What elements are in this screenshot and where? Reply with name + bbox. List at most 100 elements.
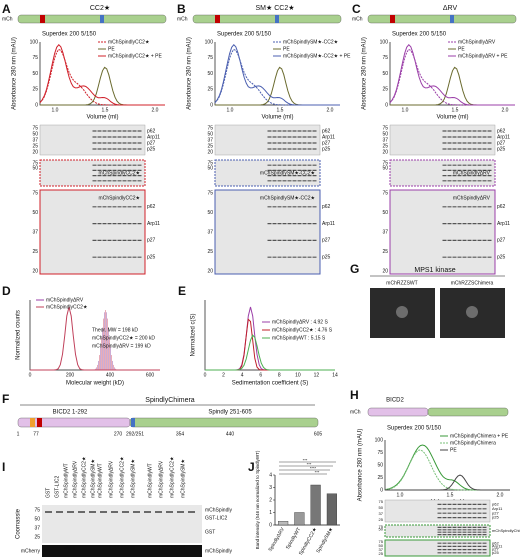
hist-bar bbox=[105, 310, 106, 370]
label: mChSpindlyΔRV = 199 kD bbox=[92, 343, 151, 349]
label: 75 bbox=[379, 524, 384, 529]
label: 354 bbox=[176, 431, 185, 437]
bar bbox=[278, 521, 289, 526]
label: Arp11 bbox=[492, 543, 503, 548]
label: 75 bbox=[379, 539, 384, 544]
label: 292/251 bbox=[126, 431, 144, 437]
hist-bar bbox=[97, 364, 98, 370]
label: Superdex 200 5/150 bbox=[392, 32, 447, 38]
band-label: p62 bbox=[497, 204, 506, 210]
label: Sedimentation coefficient (S) bbox=[232, 381, 309, 387]
label: 10 bbox=[295, 372, 301, 378]
label: Superdex 200 5/150 bbox=[217, 32, 272, 38]
label: 25 bbox=[379, 517, 384, 522]
mw-marker: 50 bbox=[382, 210, 388, 216]
y-tick-label: 100 bbox=[205, 39, 214, 45]
hist-bar bbox=[113, 364, 114, 370]
bar bbox=[310, 484, 321, 526]
label: *** bbox=[315, 470, 320, 475]
hist-bar bbox=[104, 312, 105, 370]
trace bbox=[384, 449, 510, 491]
gel bbox=[42, 505, 202, 543]
y-tick-label: 100 bbox=[30, 39, 39, 45]
label: GST-LIC2 bbox=[54, 476, 60, 498]
trace bbox=[215, 66, 340, 106]
trace bbox=[214, 44, 340, 106]
gel bbox=[384, 524, 491, 538]
legend-entry: mChSpindlyΔRV + PE bbox=[458, 53, 508, 59]
label: LIC2-bound bbox=[159, 545, 185, 551]
band-label: Arp11 bbox=[497, 134, 510, 140]
gel bbox=[384, 539, 491, 557]
mw-marker: 37 bbox=[382, 229, 388, 235]
mw-marker: 50 bbox=[382, 131, 388, 137]
label: mCh bbox=[177, 16, 188, 22]
x-tick-label: 2.0 bbox=[152, 107, 159, 113]
panel-label: C bbox=[352, 2, 361, 16]
trace bbox=[205, 334, 335, 371]
label: p27 bbox=[492, 510, 499, 515]
label: 0 bbox=[380, 487, 383, 493]
construct bbox=[192, 14, 342, 24]
mw-marker: 75 bbox=[207, 125, 213, 131]
band-label: p62 bbox=[147, 204, 156, 210]
construct bbox=[367, 14, 517, 24]
band-label: p25 bbox=[147, 255, 156, 261]
gel bbox=[389, 124, 496, 156]
y-tick-label: 25 bbox=[32, 87, 38, 93]
label: mChSpindlyWT bbox=[147, 463, 153, 498]
hist-bar bbox=[114, 367, 115, 370]
label: PE bbox=[450, 447, 457, 453]
panel-label: E bbox=[178, 284, 186, 298]
y-tick-label: 50 bbox=[32, 71, 38, 77]
label: 50 bbox=[379, 543, 384, 548]
mw-marker: 75 bbox=[382, 160, 388, 166]
band-label: p27 bbox=[497, 140, 506, 146]
gel bbox=[389, 159, 496, 187]
label: SpindlyChimera bbox=[145, 397, 195, 404]
label: Absorbance 280 nm (mAU) bbox=[358, 429, 364, 502]
y-tick-label: 0 bbox=[385, 102, 388, 108]
label: input bbox=[65, 545, 76, 551]
trace bbox=[40, 66, 165, 106]
label: p25 bbox=[492, 515, 499, 520]
legend-entry: mChSpindlyΔRV bbox=[458, 39, 496, 45]
label: 75 bbox=[379, 499, 384, 504]
label: 2.0 bbox=[497, 492, 504, 498]
mw-marker: 50 bbox=[207, 210, 213, 216]
x-tick-label: 1.5 bbox=[452, 107, 459, 113]
label: Superdex 200 5/150 bbox=[387, 426, 442, 432]
hist-bar bbox=[103, 318, 104, 370]
band-label: p27 bbox=[147, 140, 156, 146]
label: 6 bbox=[259, 372, 262, 378]
label: mChSpindlyChimera + PE bbox=[450, 433, 509, 439]
gel bbox=[214, 124, 321, 156]
trace bbox=[39, 44, 165, 106]
label: 25 bbox=[34, 534, 40, 540]
label: *** bbox=[303, 458, 308, 463]
mw-marker: 50 bbox=[32, 131, 38, 137]
domain bbox=[215, 15, 220, 23]
band-label: p27 bbox=[322, 238, 331, 244]
trace bbox=[389, 44, 515, 106]
label: mChSpindlyCC2★ bbox=[169, 456, 175, 498]
legend-entry: mChSpindlyCC2★ + PE bbox=[108, 53, 162, 59]
label: 75 bbox=[34, 507, 40, 513]
x-tick-label: 1.5 bbox=[102, 107, 109, 113]
mw-marker: 75 bbox=[32, 190, 38, 196]
panel-label: D bbox=[2, 284, 11, 298]
label: BICD2 1-292 bbox=[53, 410, 88, 416]
band-label: p25 bbox=[497, 255, 506, 261]
y-tick-label: 0 bbox=[269, 522, 272, 528]
mw-marker: 50 bbox=[32, 165, 38, 171]
x-tick-label: 1.0 bbox=[402, 107, 409, 113]
mw-marker: 75 bbox=[207, 160, 213, 166]
label: 14 bbox=[332, 372, 338, 378]
mw-marker: 25 bbox=[32, 249, 38, 255]
x-tick-label: 1.0 bbox=[52, 107, 59, 113]
panel-label: A bbox=[2, 2, 11, 16]
hist-bar bbox=[110, 347, 111, 370]
y-tick-label: 4 bbox=[269, 472, 272, 478]
mw-marker: 75 bbox=[207, 190, 213, 196]
axis bbox=[384, 440, 510, 491]
